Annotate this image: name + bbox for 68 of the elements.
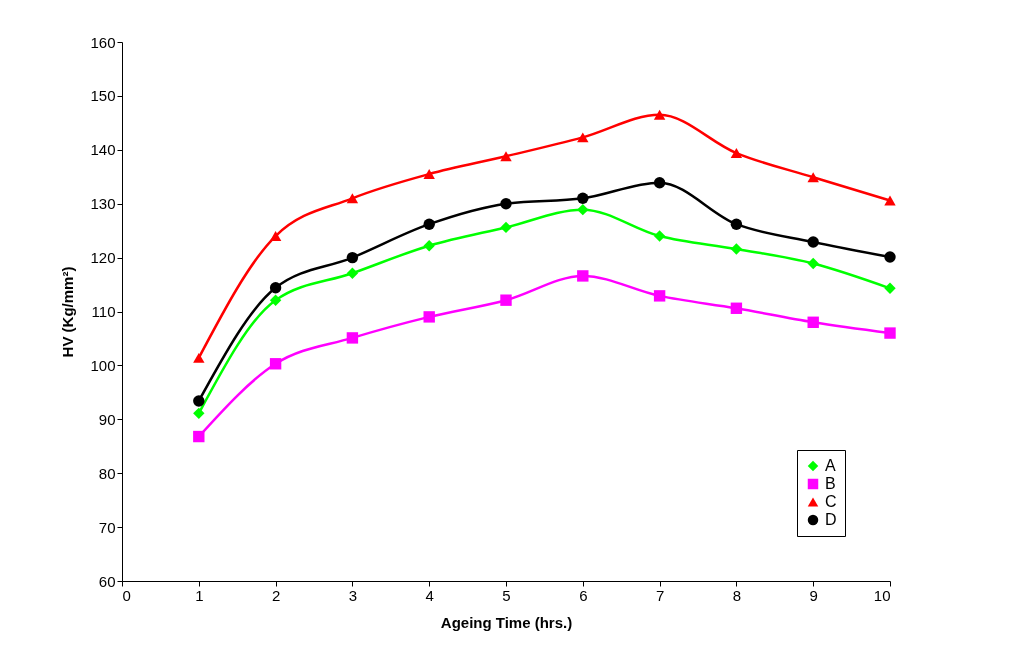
x-tick-label: 2	[271, 586, 281, 604]
y-tick-label: 110	[91, 303, 116, 320]
point	[884, 327, 896, 339]
x-tick-label: 1	[195, 586, 204, 604]
point	[500, 151, 512, 162]
point	[653, 176, 666, 189]
y-tick-label: 150	[90, 87, 116, 105]
y-tick-label: 160	[90, 33, 116, 51]
x-tick-label: 4	[425, 586, 434, 604]
point	[884, 282, 896, 295]
x-tick-label: 0	[122, 586, 131, 604]
y-axis-title: HV (Kg/mm²)	[59, 266, 77, 358]
point	[730, 148, 743, 158]
y-tick-label: 130	[90, 195, 116, 213]
x-tick-label: 3	[348, 586, 358, 604]
point	[730, 218, 743, 230]
point	[500, 221, 512, 234]
point	[423, 311, 435, 323]
y-tick-label: 80	[98, 464, 116, 482]
point	[193, 430, 205, 443]
point	[730, 302, 743, 314]
point	[423, 169, 435, 179]
point	[423, 240, 435, 252]
point	[807, 236, 819, 248]
legend-label: C	[825, 493, 837, 510]
x-tick-label: 5	[502, 586, 511, 604]
point	[193, 352, 205, 363]
point	[269, 231, 282, 241]
point	[807, 172, 819, 183]
point	[193, 407, 205, 420]
point	[269, 294, 282, 306]
legend-label: D	[825, 511, 837, 528]
x-tick-label: 10	[873, 586, 891, 604]
legend-label: A	[825, 457, 836, 474]
y-tick-label: 140	[90, 141, 116, 159]
point	[807, 257, 819, 270]
point	[346, 251, 359, 264]
point	[577, 203, 589, 216]
point	[653, 290, 666, 302]
x-axis-title: Ageing Time (hrs.)	[440, 613, 573, 631]
point	[653, 230, 666, 242]
y-tick-label: 100	[90, 356, 116, 374]
point	[269, 358, 282, 370]
x-tick-label: 8	[732, 586, 742, 604]
x-tick-label: 7	[655, 586, 665, 604]
point	[500, 294, 512, 306]
point	[577, 132, 589, 143]
point	[884, 251, 896, 263]
point	[346, 267, 359, 279]
point	[653, 109, 666, 120]
point	[346, 332, 359, 344]
y-tick-label: 60	[98, 572, 116, 590]
point	[730, 243, 743, 255]
point	[193, 395, 205, 407]
point	[577, 192, 589, 204]
point	[269, 282, 282, 294]
point	[807, 316, 819, 328]
y-tick-label: 70	[98, 518, 116, 536]
point	[884, 195, 896, 206]
x-tick-label: 6	[579, 586, 588, 604]
point	[346, 193, 359, 204]
point	[423, 218, 435, 230]
legend-label: B	[825, 475, 836, 492]
y-tick-label: 120	[90, 249, 116, 267]
point	[500, 198, 512, 210]
point	[577, 270, 589, 282]
y-tick-label: 90	[98, 410, 116, 428]
x-tick-label: 9	[809, 586, 818, 604]
